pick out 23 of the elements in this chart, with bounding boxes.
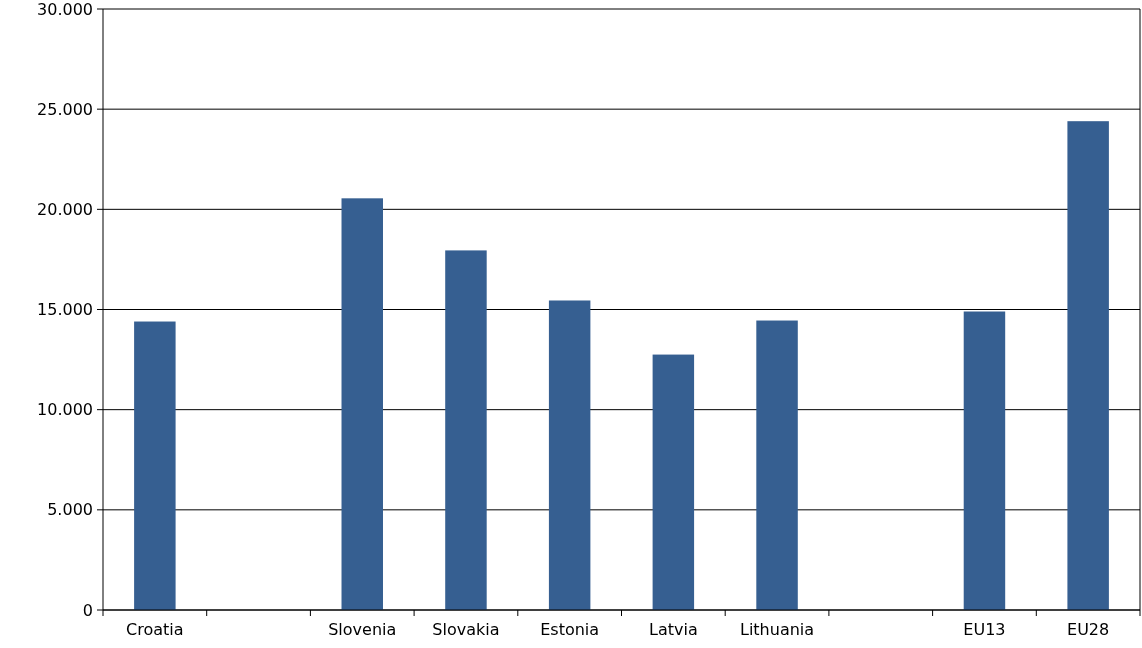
bar	[445, 250, 487, 610]
y-tick-label: 10.000	[37, 400, 93, 420]
x-tick-label: Slovakia	[432, 620, 500, 639]
x-tick-label: EU13	[963, 620, 1006, 639]
bar	[652, 354, 695, 610]
x-tick-label: Latvia	[648, 620, 698, 639]
bar	[963, 311, 1006, 610]
y-tick-label: 30.000	[37, 0, 93, 19]
y-tick-label: 25.000	[37, 99, 93, 119]
x-tick-label: Slovenia	[328, 620, 397, 639]
x-tick-label: EU28	[1067, 620, 1110, 639]
bar	[1067, 121, 1109, 610]
x-tick-label: Estonia	[540, 620, 600, 639]
y-tick-label: 5.000	[47, 500, 93, 520]
bar	[341, 198, 383, 610]
bar	[756, 320, 798, 610]
bar	[548, 300, 591, 610]
x-tick-label: Lithuania	[740, 620, 815, 639]
y-tick-label: 0	[82, 600, 93, 620]
y-tick-label: 15.000	[37, 300, 93, 320]
bar	[134, 321, 176, 610]
y-tick-label: 20.000	[37, 199, 93, 219]
x-tick-label: Croatia	[126, 620, 184, 639]
